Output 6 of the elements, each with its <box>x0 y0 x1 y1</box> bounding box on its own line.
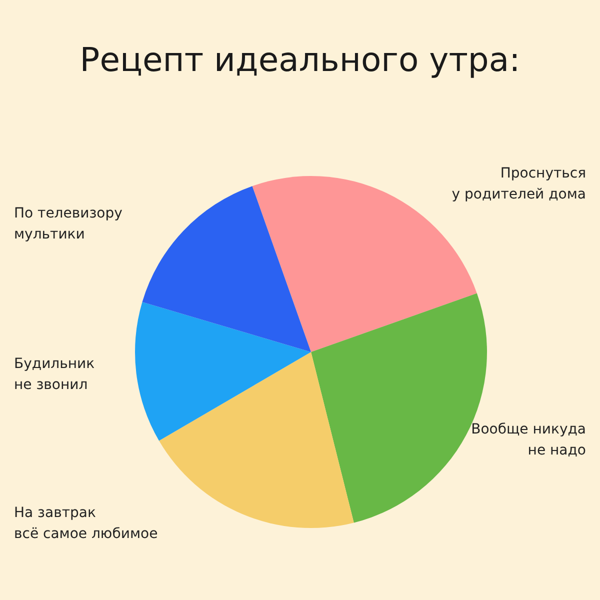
slice-label: Вообще никуда не надо <box>471 421 586 458</box>
slice-label: По телевизору мультики <box>14 205 122 242</box>
chart-title: Рецепт идеального утра: <box>80 40 520 79</box>
slice-label: Будильник не звонил <box>14 356 95 393</box>
slice-label: На завтрак всё самое любимое <box>14 504 158 542</box>
slice-label: Проснуться у родителей дома <box>452 166 586 203</box>
